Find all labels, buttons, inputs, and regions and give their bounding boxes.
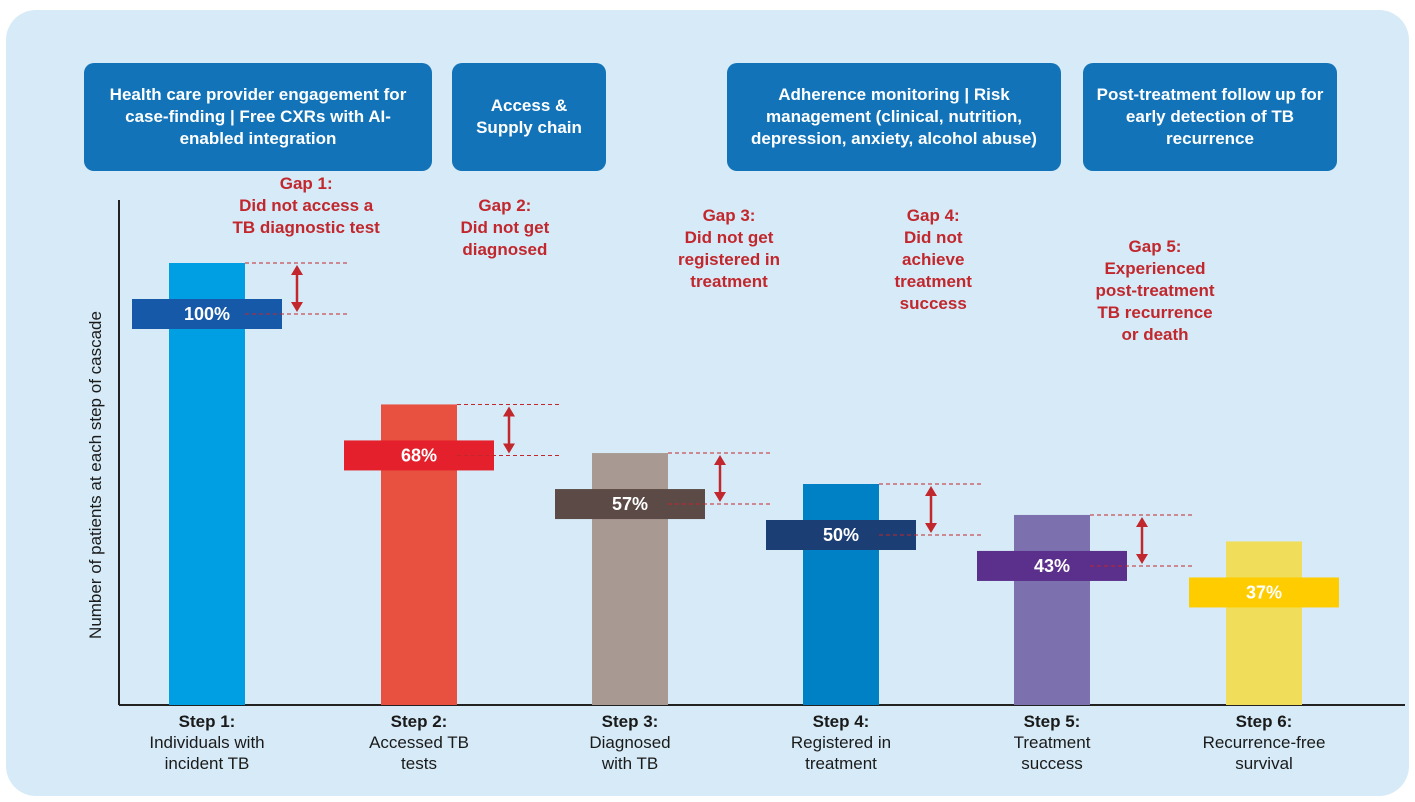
value-label-step-6: 37% <box>1246 582 1282 602</box>
gap-description: Did not access a TB diagnostic test <box>232 196 380 237</box>
value-label-step-1: 100% <box>184 304 230 324</box>
value-label-step-2: 68% <box>401 445 437 465</box>
gap-3-arrow-head-up <box>714 455 726 466</box>
gap-description: Did not achieve treatment success <box>894 228 972 313</box>
gap-1-arrow-head-down <box>291 302 303 312</box>
step-label-6: Step 6: Recurrence-free survival <box>1174 711 1354 774</box>
gap-title: Gap 5: <box>1128 237 1182 256</box>
step-description: Registered in treatment <box>790 733 892 773</box>
bar-step-5 <box>1014 514 1090 705</box>
gap-label-5: Gap 5: Experienced post-treatment TB recu… <box>1096 236 1215 346</box>
gap-title: Gap 2: <box>478 196 532 215</box>
gap-4-arrow-head-up <box>925 486 937 496</box>
intervention-box-adherence: Adherence monitoring | Risk management (… <box>727 63 1061 171</box>
gap-title: Gap 4: <box>906 206 960 225</box>
step-label-1: Step 1: Individuals with incident TB <box>117 711 297 774</box>
step-label-4: Step 4: Registered in treatment <box>751 711 931 774</box>
gap-5-arrow-head-down <box>1136 553 1148 564</box>
gap-title: Gap 3: <box>702 206 756 225</box>
gap-title: Gap 1: <box>279 174 333 193</box>
step-number: Step 3: <box>601 712 659 731</box>
step-description: Individuals with incident TB <box>149 733 265 773</box>
value-label-bg-step-1 <box>132 299 282 329</box>
step-label-3: Step 3: Diagnosed with TB <box>540 711 720 774</box>
gap-4-arrow-head-down <box>925 523 937 533</box>
step-description: Treatment success <box>1013 733 1091 773</box>
gap-1-arrow-head-up <box>291 265 303 275</box>
step-number: Step 5: <box>1023 712 1081 731</box>
value-label-bg-step-2 <box>344 440 494 471</box>
step-label-2: Step 2: Accessed TB tests <box>329 711 509 774</box>
step-description: Diagnosed with TB <box>589 733 671 773</box>
gap-2-arrow-head-down <box>503 443 515 454</box>
step-number: Step 1: <box>178 712 236 731</box>
step-label-5: Step 5: Treatment success <box>962 711 1142 774</box>
value-label-bg-step-6 <box>1189 577 1339 608</box>
intervention-box-provider-engagement: Health care provider engagement for case… <box>84 63 432 171</box>
gap-5-arrow-head-up <box>1136 516 1148 527</box>
y-axis-label: Number of patients at each step of casca… <box>86 311 105 639</box>
gap-label-1: Gap 1: Did not access a TB diagnostic tes… <box>233 173 380 239</box>
bar-step-1 <box>169 263 245 705</box>
gap-description: Experienced post-treatment TB recurrence… <box>1095 259 1215 344</box>
gap-3-arrow-head-down <box>714 492 726 503</box>
bar-step-6 <box>1226 541 1302 705</box>
gap-label-4: Gap 4: Did not achieve treatment success <box>895 205 972 315</box>
gap-label-2: Gap 2: Did not get diagnosed <box>461 195 550 261</box>
step-number: Step 4: <box>812 712 870 731</box>
gap-description: Did not get registered in treatment <box>678 228 781 291</box>
gap-2-arrow-head-up <box>503 406 515 417</box>
value-label-bg-step-5 <box>977 550 1127 581</box>
bar-step-4 <box>803 484 879 705</box>
value-label-step-4: 50% <box>823 525 859 545</box>
step-number: Step 2: <box>390 712 448 731</box>
step-number: Step 6: <box>1235 712 1293 731</box>
value-label-bg-step-4 <box>766 520 916 550</box>
step-description: Recurrence-free survival <box>1202 733 1326 773</box>
gap-label-3: Gap 3: Did not get registered in treatmen… <box>678 205 780 293</box>
value-label-step-3: 57% <box>612 494 648 514</box>
step-description: Accessed TB tests <box>369 733 469 773</box>
intervention-box-access-supply: Access & Supply chain <box>452 63 606 171</box>
value-label-bg-step-3 <box>555 489 705 520</box>
value-label-step-5: 43% <box>1034 556 1070 576</box>
intervention-box-post-treatment: Post-treatment follow up for early detec… <box>1083 63 1337 171</box>
gap-description: Did not get diagnosed <box>460 218 550 259</box>
